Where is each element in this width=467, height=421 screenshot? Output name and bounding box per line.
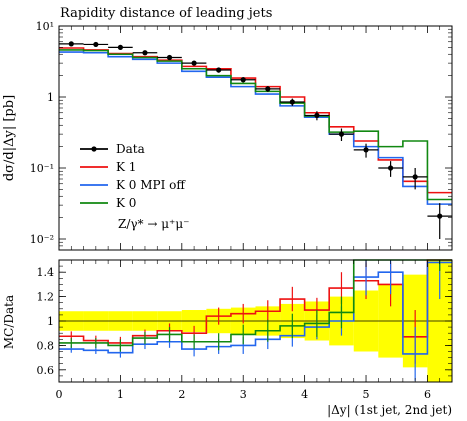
- x-axis-label: |Δy| (1st jet, 2nd jet): [327, 403, 452, 417]
- main-y-tick-label: 10⁻²: [30, 233, 54, 246]
- data-point: [142, 50, 148, 56]
- ratio-y-tick-label: 1: [47, 315, 54, 328]
- main-y-axis-label: dσ/d|Δy| [pb]: [2, 95, 17, 181]
- ratio-band-layer: [59, 260, 452, 382]
- data-point: [363, 147, 369, 153]
- chart-title: Rapidity distance of leading jets: [60, 6, 272, 21]
- main-y-tick-label: 10¹: [36, 20, 54, 33]
- data-point: [289, 99, 295, 105]
- legend-label: K 0 MPI off: [116, 178, 186, 192]
- ratio-y-tick-label: 1.4: [37, 266, 55, 279]
- legend-label: K 1: [116, 160, 136, 174]
- legend-data-marker: [91, 146, 97, 152]
- main-series-layer: [59, 47, 452, 205]
- data-point: [216, 67, 222, 73]
- legend-note: Z/γ* → μ⁺μ⁻: [118, 217, 190, 231]
- ratio-y-axis-label: MC/Data: [2, 295, 16, 349]
- ratio-y-tick-label: 0.8: [37, 339, 55, 352]
- data-point: [265, 86, 271, 92]
- ratio-histogram-line: [59, 261, 452, 355]
- data-point: [93, 41, 99, 48]
- data-point: [68, 41, 74, 47]
- x-tick-label: 6: [424, 388, 431, 401]
- x-tick-label: 1: [117, 388, 124, 401]
- ratio-series-layer: [59, 259, 452, 381]
- legend: Z/γ* → μ⁺μ⁻ Data K 1 K 0 MPI off K 0: [80, 142, 190, 231]
- mc-histogram-line: [59, 49, 452, 201]
- axes-ticks-layer: 0 1 2 3 4 5 6 10⁻² 10⁻¹ 1 10¹ 0.6 0.8 1 1.2 1.4: [30, 20, 452, 401]
- ratio-y-tick-label: 1.2: [37, 291, 55, 304]
- legend-label: Data: [116, 142, 145, 156]
- data-point: [314, 112, 320, 119]
- data-point: [412, 174, 418, 180]
- data-points-layer: [59, 41, 452, 240]
- data-point: [117, 44, 124, 50]
- data-point: [437, 213, 443, 219]
- ratio-y-tick-label: 0.6: [37, 364, 55, 377]
- x-tick-label: 5: [363, 388, 370, 401]
- data-point: [240, 77, 246, 83]
- x-tick-label: 4: [301, 388, 308, 401]
- data-point: [191, 60, 197, 66]
- x-tick-label: 3: [240, 388, 247, 401]
- x-tick-label: 0: [56, 388, 63, 401]
- main-y-tick-label: 1: [47, 91, 54, 104]
- data-point: [387, 165, 394, 171]
- data-point: [166, 54, 173, 61]
- ratio-histogram-line: [59, 259, 452, 347]
- x-tick-label: 2: [178, 388, 185, 401]
- main-y-tick-label: 10⁻¹: [30, 162, 54, 175]
- legend-label: K 0: [116, 196, 136, 210]
- data-point: [338, 131, 345, 137]
